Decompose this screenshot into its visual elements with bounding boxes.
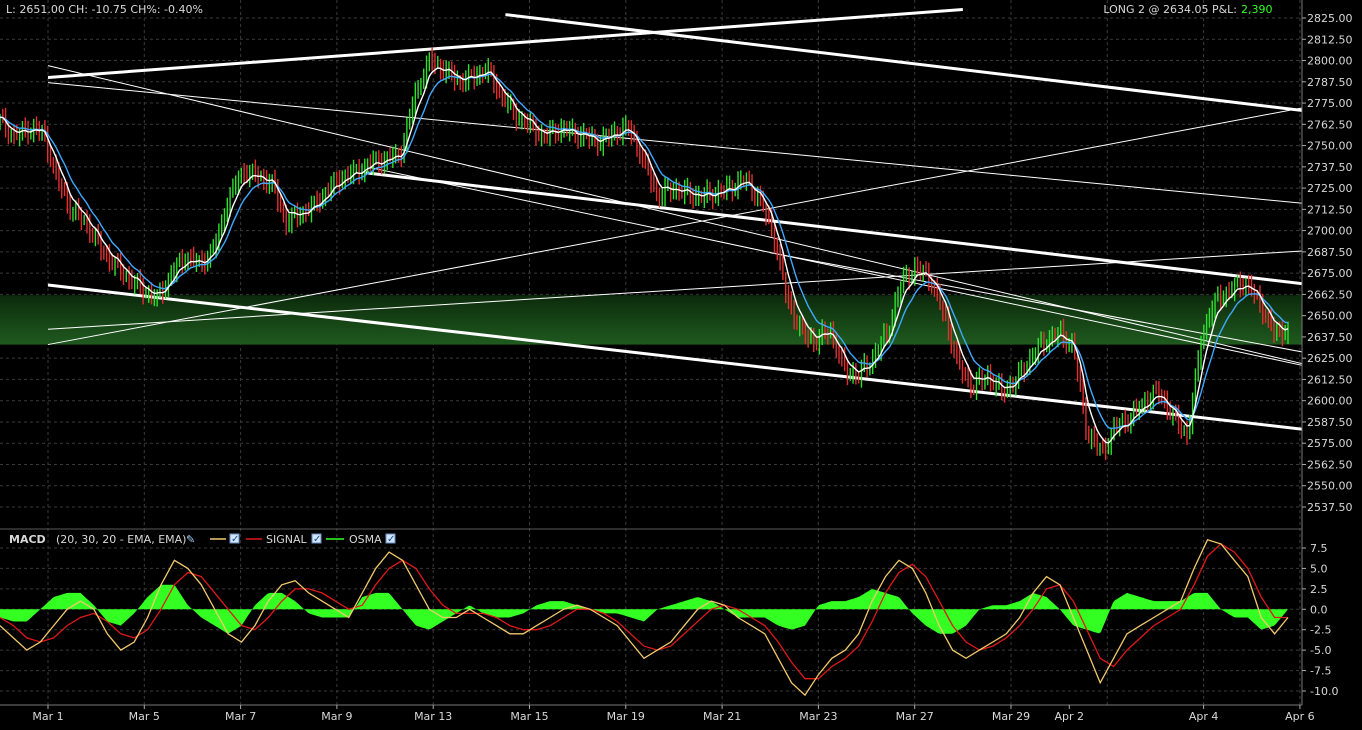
macd-params: (20, 30, 20 - EMA, EMA): [56, 533, 186, 546]
trendline[interactable]: [505, 13, 1362, 200]
trendline[interactable]: [47, 7, 963, 80]
signal-label: SIGNAL: [266, 533, 308, 546]
price-axis: 2825.00 2812.50 2800.00 2787.50 2775.00 2762.…: [1301, 0, 1362, 705]
date-tick-label: Apr 4: [1189, 710, 1219, 723]
trendline[interactable]: [47, 65, 1362, 381]
price-tick-label: 2712.50: [1307, 203, 1353, 216]
price-tick-label: 2725.00: [1307, 182, 1353, 195]
header-quote: L: 2651.00 CH: -10.75 CH%: -0.40%: [6, 3, 203, 16]
date-axis: Mar 1 Mar 5 Mar 7 Mar 9 Mar 13 Mar 15 Mar 19 Ma…: [0, 704, 1315, 723]
date-tick-label: Apr 2: [1055, 710, 1085, 723]
price-tick-label: 2625.00: [1307, 352, 1353, 365]
check-icon: ✓: [313, 534, 321, 545]
macd-tick-label: 5.0: [1310, 562, 1328, 575]
date-tick-label: Apr 6: [1285, 710, 1315, 723]
macd-axis: 7.5 5.0 2.5 0.0 -2.5 -5.0 -7.5 -10.0: [1302, 542, 1338, 698]
date-tick-label: Mar 29: [992, 710, 1030, 723]
macd-tick-label: 2.5: [1310, 583, 1328, 596]
macd-panel: [0, 539, 1289, 697]
price-tick-label: 2800.00: [1307, 55, 1353, 68]
price-bars: [0, 47, 1289, 461]
price-tick-label: 2812.50: [1307, 33, 1353, 46]
date-tick-label: Mar 15: [510, 710, 548, 723]
date-tick-label: Mar 13: [414, 710, 452, 723]
osma-label: OSMA: [349, 533, 382, 546]
price-tick-label: 2550.00: [1307, 480, 1353, 493]
price-tick-label: 2612.50: [1307, 373, 1353, 386]
edit-icon[interactable]: ✎: [186, 533, 195, 546]
date-tick-label: Mar 1: [32, 710, 63, 723]
osma-histogram: [0, 584, 1288, 634]
date-tick-label: Mar 23: [799, 710, 837, 723]
pnl-value: 2,390: [1241, 3, 1273, 16]
macd-tick-label: -10.0: [1310, 685, 1338, 698]
macd-tick-label: -7.5: [1310, 665, 1331, 678]
macd-title: MACD: [9, 533, 46, 546]
price-tick-label: 2675.00: [1307, 267, 1353, 280]
macd-line: [0, 539, 1289, 697]
trendline[interactable]: [47, 82, 1362, 275]
price-tick-label: 2737.50: [1307, 161, 1353, 174]
moving-averages: [0, 67, 1289, 444]
signal-toggle-checkbox[interactable]: [311, 533, 322, 544]
price-tick-label: 2762.50: [1307, 118, 1353, 131]
date-tick-label: Mar 9: [321, 710, 352, 723]
price-tick-label: 2562.50: [1307, 458, 1353, 471]
osma-toggle-checkbox[interactable]: [385, 533, 396, 544]
price-tick-label: 2600.00: [1307, 395, 1353, 408]
price-tick-label: 2662.50: [1307, 288, 1353, 301]
trendline[interactable]: [370, 167, 1362, 478]
price-tick-label: 2687.50: [1307, 246, 1353, 259]
macd-tick-label: -2.5: [1310, 624, 1331, 637]
trendline[interactable]: [365, 171, 1362, 372]
macd-tick-label: -5.0: [1310, 644, 1331, 657]
price-tick-label: 2637.50: [1307, 331, 1353, 344]
price-tick-label: 2650.00: [1307, 310, 1353, 323]
ema-fast-line: [0, 67, 1289, 444]
macd-tick-label: 7.5: [1310, 542, 1328, 555]
price-tick-label: 2537.50: [1307, 501, 1353, 514]
price-tick-label: 2775.00: [1307, 97, 1353, 110]
price-tick-label: 2700.00: [1307, 225, 1353, 238]
price-tick-label: 2587.50: [1307, 416, 1353, 429]
trendline[interactable]: [47, 200, 1362, 330]
signal-line: [0, 543, 1288, 680]
macd-tick-label: 0.0: [1310, 603, 1328, 616]
price-tick-label: 2575.00: [1307, 437, 1353, 450]
check-icon: ✓: [387, 534, 395, 545]
price-tick-label: 2787.50: [1307, 76, 1353, 89]
date-tick-label: Mar 21: [703, 710, 741, 723]
trendline[interactable]: [47, 283, 1362, 494]
date-tick-label: Mar 7: [225, 710, 256, 723]
check-icon: ✓: [231, 534, 239, 545]
price-tick-label: 2825.00: [1307, 12, 1353, 25]
trendlines: [47, 7, 1362, 494]
date-tick-label: Mar 5: [129, 710, 160, 723]
grid: [0, 0, 1302, 705]
trendline[interactable]: [770, 252, 1362, 478]
date-tick-label: Mar 19: [607, 710, 645, 723]
trendline[interactable]: [47, 13, 1362, 346]
position-summary: LONG 2 @ 2634.05 P&L:: [1103, 3, 1237, 16]
macd-toggle-checkbox[interactable]: [229, 533, 240, 544]
date-tick-label: Mar 27: [896, 710, 934, 723]
price-tick-label: 2750.00: [1307, 140, 1353, 153]
